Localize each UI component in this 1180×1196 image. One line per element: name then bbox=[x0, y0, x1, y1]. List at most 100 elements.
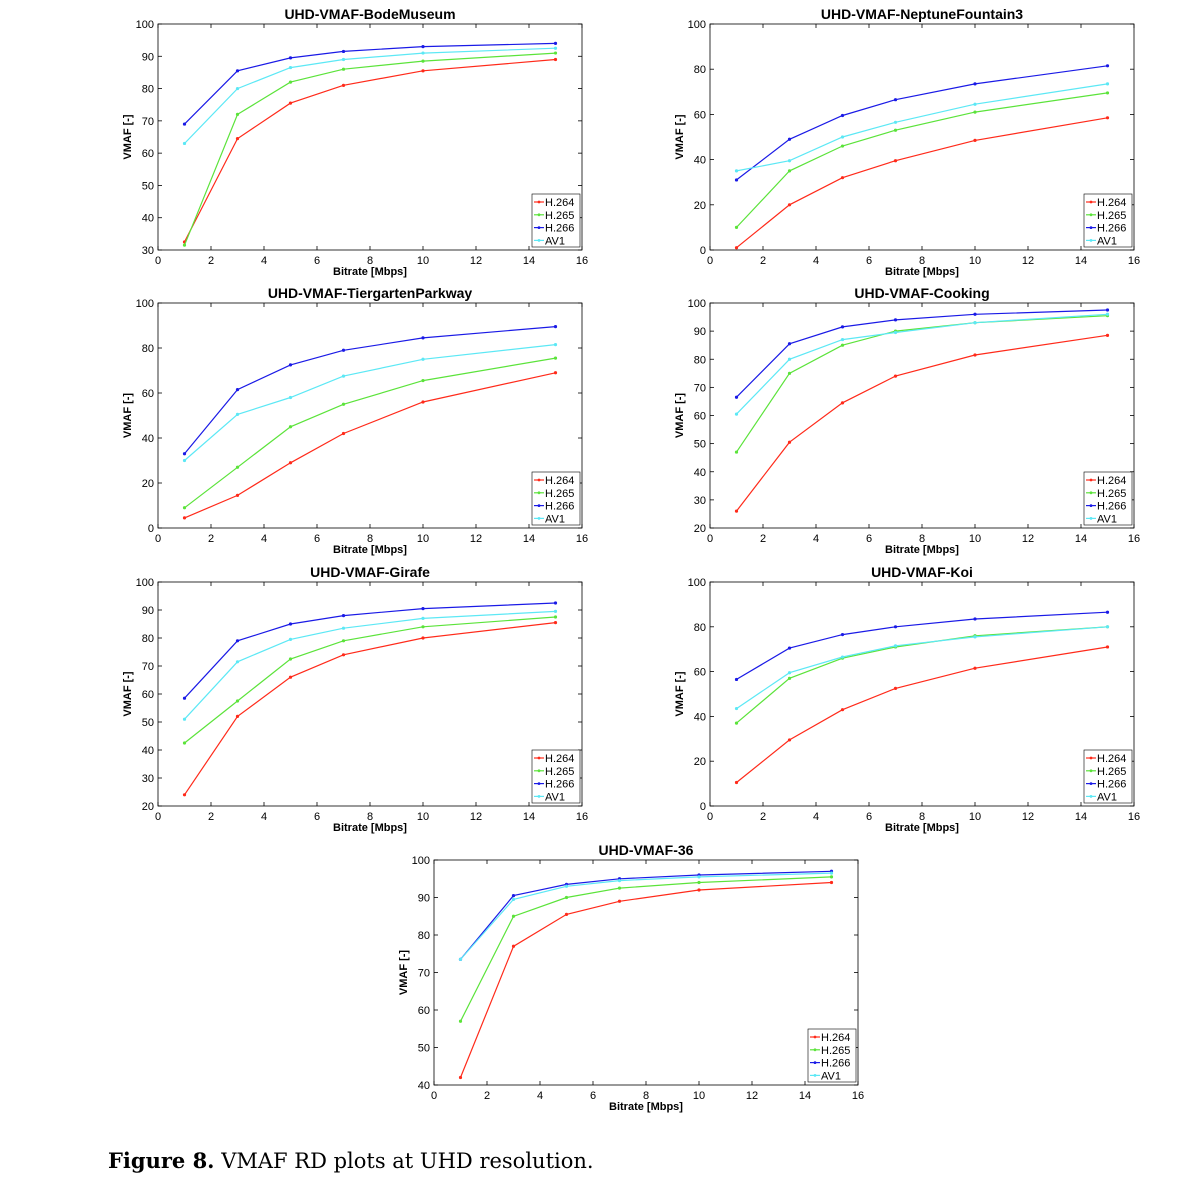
x-tick-label: 6 bbox=[314, 255, 320, 267]
legend-label-av1: AV1 bbox=[1097, 791, 1117, 803]
y-axis-label: VMAF [-] bbox=[122, 393, 134, 439]
x-tick-label: 2 bbox=[760, 811, 766, 823]
y-tick-label: 70 bbox=[694, 382, 706, 394]
legend-marker-h-264 bbox=[537, 756, 541, 760]
data-point-h-264 bbox=[1105, 645, 1110, 649]
series-line-h-265 bbox=[184, 357, 556, 509]
data-point-h-265 bbox=[288, 657, 293, 661]
data-point-h-266 bbox=[235, 388, 240, 392]
legend-label-h-266: H.266 bbox=[545, 223, 574, 235]
data-point-h-264 bbox=[288, 461, 293, 465]
data-point-h-265 bbox=[235, 699, 240, 703]
chart-title: UHD-VMAF-Cooking bbox=[854, 285, 989, 301]
y-tick-label: 60 bbox=[142, 148, 154, 160]
x-tick-label: 4 bbox=[813, 811, 819, 823]
data-point-av1 bbox=[840, 655, 845, 659]
x-tick-label: 12 bbox=[470, 255, 482, 267]
data-point-h-264 bbox=[235, 714, 240, 719]
data-point-h-266 bbox=[182, 452, 187, 456]
data-point-h-266 bbox=[288, 56, 293, 60]
data-point-h-265 bbox=[893, 128, 898, 132]
series-line-av1 bbox=[736, 313, 1108, 415]
data-point-h-266 bbox=[553, 325, 558, 329]
legend-marker-h-265 bbox=[1089, 769, 1093, 773]
y-tick-label: 30 bbox=[142, 245, 154, 257]
y-tick-label: 20 bbox=[694, 523, 706, 535]
series-line-h-264 bbox=[183, 58, 556, 243]
data-point-h-265 bbox=[288, 80, 293, 84]
series-line-h-266 bbox=[184, 42, 556, 125]
data-point-av1 bbox=[973, 321, 977, 325]
y-tick-label: 80 bbox=[694, 64, 706, 76]
data-point-h-264 bbox=[553, 57, 558, 62]
x-tick-label: 2 bbox=[760, 533, 766, 545]
chart-title: UHD-VMAF-TiergartenParkway bbox=[268, 285, 473, 301]
x-tick-label: 12 bbox=[1022, 533, 1034, 545]
series-line-av1 bbox=[184, 47, 556, 144]
data-point-h-265 bbox=[829, 875, 834, 879]
series-line-h-266 bbox=[736, 611, 1108, 680]
x-tick-label: 0 bbox=[707, 533, 713, 545]
data-point-av1 bbox=[893, 330, 898, 335]
x-tick-label: 2 bbox=[760, 255, 766, 267]
data-point-h-266 bbox=[973, 312, 977, 316]
x-axis-label: Bitrate [Mbps] bbox=[885, 544, 959, 556]
legend-label-h-265: H.265 bbox=[545, 488, 574, 500]
data-point-h-265 bbox=[840, 343, 845, 347]
data-point-h-264 bbox=[288, 675, 293, 679]
data-point-av1 bbox=[341, 374, 346, 378]
series-line-h-265 bbox=[736, 626, 1108, 724]
y-tick-label: 60 bbox=[142, 689, 154, 701]
y-tick-label: 20 bbox=[694, 200, 706, 212]
legend-label-h-265: H.265 bbox=[1097, 488, 1126, 500]
data-point-av1 bbox=[553, 46, 558, 50]
data-point-h-266 bbox=[182, 696, 187, 700]
y-tick-label: 80 bbox=[694, 354, 706, 366]
data-point-h-265 bbox=[421, 379, 425, 383]
data-point-h-264 bbox=[734, 780, 739, 785]
data-point-h-264 bbox=[458, 1075, 463, 1080]
x-tick-label: 6 bbox=[866, 533, 872, 545]
x-tick-label: 10 bbox=[417, 255, 429, 267]
data-point-h-265 bbox=[341, 402, 346, 406]
y-tick-label: 40 bbox=[142, 213, 154, 225]
x-axis-label: Bitrate [Mbps] bbox=[333, 544, 407, 556]
data-point-h-264 bbox=[553, 371, 558, 375]
data-point-h-264 bbox=[421, 400, 425, 404]
data-point-h-264 bbox=[973, 138, 977, 142]
data-point-h-264 bbox=[829, 880, 834, 885]
legend-label-h-264: H.264 bbox=[545, 475, 574, 487]
data-point-h-266 bbox=[288, 622, 293, 626]
legend-marker-h-266 bbox=[1089, 782, 1093, 785]
x-axis-label: Bitrate [Mbps] bbox=[609, 1101, 683, 1113]
data-point-h-265 bbox=[553, 615, 558, 619]
data-point-av1 bbox=[458, 957, 463, 961]
x-tick-label: 14 bbox=[799, 1090, 811, 1102]
data-point-h-264 bbox=[182, 793, 187, 797]
series-line-av1 bbox=[184, 610, 556, 720]
data-point-av1 bbox=[553, 343, 558, 347]
x-tick-label: 14 bbox=[1075, 255, 1087, 267]
legend-marker-av1 bbox=[537, 517, 541, 520]
plot-frame bbox=[433, 859, 859, 1086]
legend-label-h-266: H.266 bbox=[821, 1058, 850, 1070]
data-point-h-266 bbox=[893, 98, 898, 102]
x-axis-label: Bitrate [Mbps] bbox=[885, 822, 959, 834]
y-axis-label: VMAF [-] bbox=[122, 671, 134, 717]
data-point-av1 bbox=[288, 395, 293, 400]
legend-label-h-266: H.266 bbox=[545, 779, 574, 791]
data-point-h-265 bbox=[734, 450, 739, 454]
data-point-h-265 bbox=[458, 1019, 463, 1023]
data-point-av1 bbox=[734, 412, 739, 416]
y-tick-label: 40 bbox=[142, 745, 154, 757]
data-point-av1 bbox=[182, 458, 187, 463]
series-line-h-266 bbox=[736, 65, 1108, 181]
y-tick-label: 90 bbox=[142, 605, 154, 617]
legend-marker-h-264 bbox=[1089, 200, 1093, 204]
data-point-h-265 bbox=[235, 465, 240, 469]
y-tick-label: 100 bbox=[688, 19, 706, 31]
data-point-av1 bbox=[421, 616, 425, 621]
y-tick-label: 60 bbox=[142, 388, 154, 400]
